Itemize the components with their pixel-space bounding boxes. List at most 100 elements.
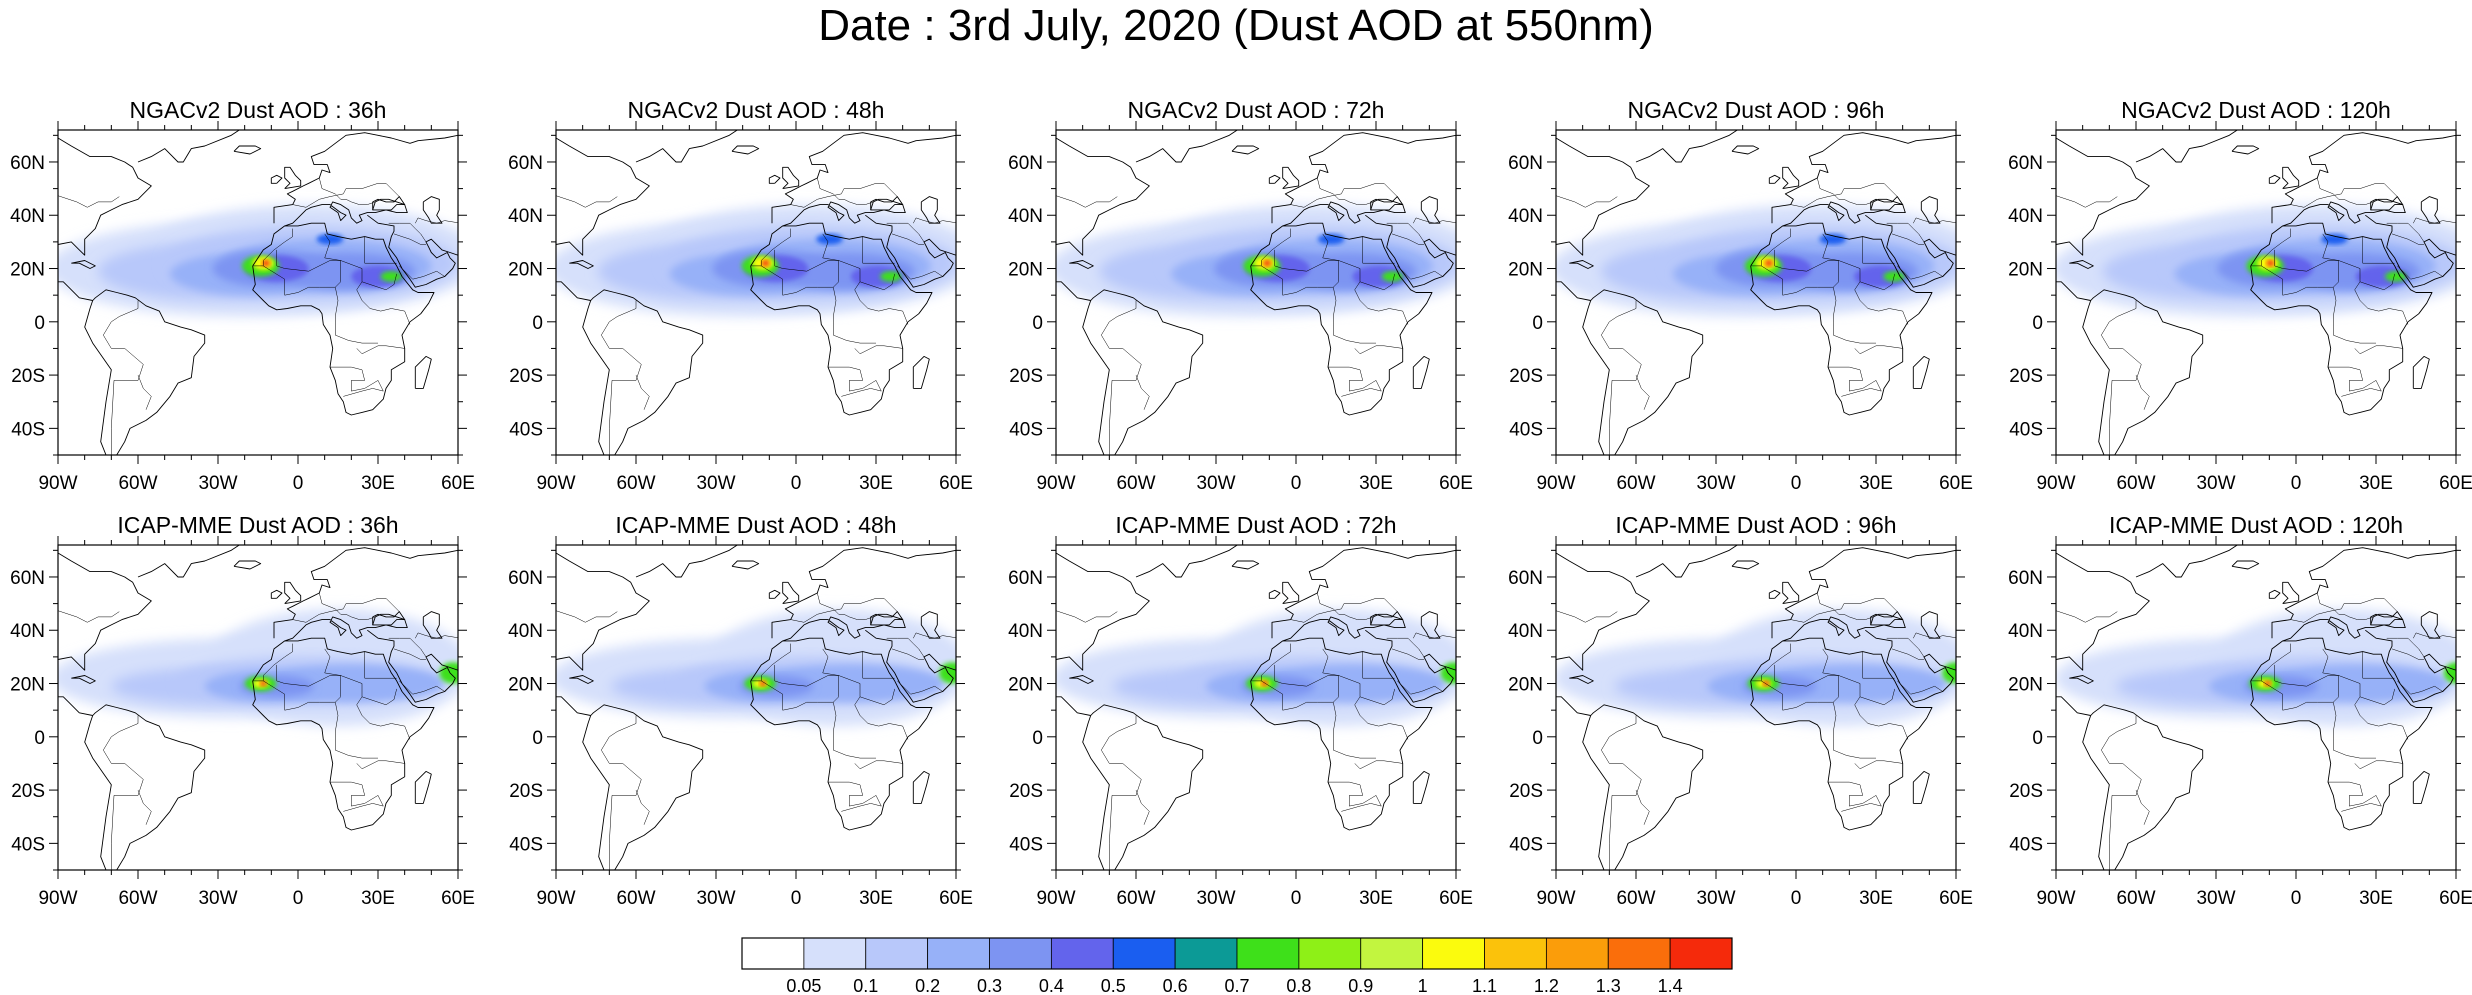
panel-title: NGACv2 Dust AOD : 120h [2121, 97, 2391, 123]
coastlines [58, 545, 458, 870]
coastlines [1556, 545, 1956, 870]
lat-tick-label: 40N [508, 621, 543, 642]
panel-title: NGACv2 Dust AOD : 48h [628, 97, 885, 123]
lon-tick-label: 30W [198, 888, 237, 909]
colorbar-label: 0.9 [1348, 976, 1373, 995]
lon-tick-label: 90W [1536, 473, 1575, 494]
lat-tick-label: 20N [10, 675, 45, 696]
lat-tick-label: 20N [508, 260, 543, 281]
colorbar-label: 0.4 [1039, 976, 1064, 995]
lon-tick-label: 30W [1696, 888, 1735, 909]
coastlines [556, 130, 956, 455]
aod-contour [316, 233, 344, 245]
lon-tick-label: 0 [2291, 888, 2302, 909]
aod-contour [439, 662, 458, 684]
lat-tick-label: 40S [509, 419, 543, 440]
lat-tick-label: 60N [10, 568, 45, 589]
lat-tick-label: 20S [1009, 366, 1043, 387]
colorbar-label: 0.1 [853, 976, 878, 995]
lat-tick-label: 20S [1509, 366, 1543, 387]
aod-contour [816, 233, 843, 245]
lat-tick-label: 60N [508, 568, 543, 589]
lon-tick-label: 30E [2359, 473, 2393, 494]
lon-tick-label: 60E [441, 888, 475, 909]
lat-tick-label: 20N [1008, 260, 1043, 281]
lon-tick-label: 30W [2196, 888, 2235, 909]
lat-tick-label: 40N [2008, 206, 2043, 227]
aod-contour [380, 271, 402, 282]
colorbar-label: 1.3 [1596, 976, 1621, 995]
map-frame [1055, 544, 1457, 871]
dust-aod-field [1556, 608, 1956, 727]
lat-tick-label: 40N [1008, 206, 1043, 227]
lat-tick-label: 40N [10, 621, 45, 642]
panel-title: NGACv2 Dust AOD : 72h [1128, 97, 1385, 123]
lat-tick-label: 0 [1532, 313, 1543, 334]
colorbar-label: 0.7 [1224, 976, 1249, 995]
lat-tick-label: 20N [508, 675, 543, 696]
lat-tick-label: 20N [10, 260, 45, 281]
lon-tick-label: 30E [859, 473, 893, 494]
lat-tick-label: 60N [2008, 568, 2043, 589]
lon-tick-label: 30E [859, 888, 893, 909]
lat-tick-label: 60N [10, 153, 45, 174]
map-panel: ICAP-MME Dust AOD : 96h 90W 60W 30W 0 30E 60E 6… [1508, 512, 1973, 909]
lat-tick-label: 0 [2032, 313, 2043, 334]
lon-tick-label: 30W [1196, 888, 1235, 909]
aod-contour [759, 680, 767, 687]
colorbar-swatch [1545, 937, 1609, 970]
colorbar-swatch [1484, 937, 1547, 970]
dust-aod-field [1556, 204, 1956, 317]
colorbar-swatch [803, 937, 867, 970]
lon-tick-label: 60E [1439, 473, 1473, 494]
colorbar-label: 1 [1418, 976, 1428, 995]
colorbar-swatch [1236, 937, 1300, 970]
aod-contour [880, 271, 902, 282]
lat-tick-label: 40N [1008, 621, 1043, 642]
country-borders [58, 177, 458, 455]
lon-tick-label: 0 [1291, 888, 1302, 909]
lon-tick-label: 30E [361, 888, 395, 909]
map-panel: ICAP-MME Dust AOD : 120h 90W 60W 30W 0 30E 60E… [2008, 512, 2472, 909]
coastlines [1056, 545, 1456, 870]
panel-title: NGACv2 Dust AOD : 36h [130, 97, 387, 123]
map-frame [2055, 129, 2457, 456]
lon-tick-label: 30W [2196, 473, 2235, 494]
aod-contour [2266, 260, 2275, 267]
colorbar-label: 0.6 [1163, 976, 1188, 995]
lon-tick-label: 0 [293, 888, 304, 909]
lat-tick-label: 0 [1032, 728, 1043, 749]
lon-tick-label: 90W [1536, 888, 1575, 909]
country-borders [58, 592, 458, 870]
colorbar-label: 0.3 [977, 976, 1002, 995]
lat-tick-label: 20S [2009, 781, 2043, 802]
lat-tick-label: 20N [2008, 675, 2043, 696]
country-borders [1556, 177, 1956, 455]
lon-tick-label: 90W [536, 473, 575, 494]
lat-tick-label: 20S [509, 781, 543, 802]
lon-tick-label: 90W [1036, 473, 1075, 494]
lat-tick-label: 20N [2008, 260, 2043, 281]
aod-contour [2355, 265, 2410, 288]
lat-tick-label: 40S [509, 834, 543, 855]
lat-tick-label: 40N [1508, 621, 1543, 642]
lon-tick-label: 0 [1791, 888, 1802, 909]
colorbar-swatch [1360, 937, 1424, 970]
dust-aod-field [2056, 204, 2456, 317]
lat-tick-label: 0 [532, 728, 543, 749]
coastlines [2056, 545, 2456, 870]
lon-tick-label: 90W [2036, 888, 2075, 909]
aod-contour [2385, 271, 2407, 282]
aod-contour [1381, 271, 1404, 282]
lon-tick-label: 0 [791, 473, 802, 494]
map-frame [57, 129, 459, 456]
map-panel: ICAP-MME Dust AOD : 48h 90W 60W 30W 0 30E 60E 6… [508, 512, 973, 909]
lat-tick-label: 20S [1009, 781, 1043, 802]
figure-title: Date : 3rd July, 2020 (Dust AOD at 550nm… [818, 1, 1654, 50]
lon-tick-label: 0 [2291, 473, 2302, 494]
lon-tick-label: 60W [1116, 473, 1155, 494]
aod-contour [260, 680, 267, 687]
dust-aod-field [1056, 608, 1456, 727]
dust-aod-field [1056, 204, 1456, 317]
